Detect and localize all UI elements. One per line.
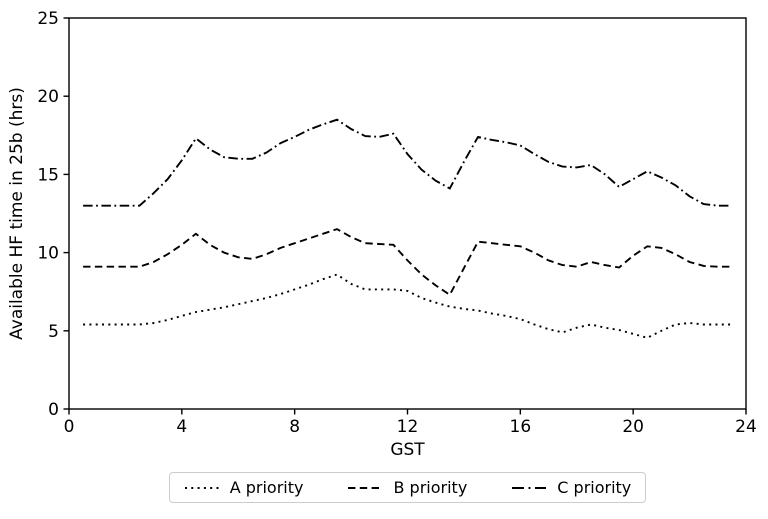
legend-item-a-priority: A priority — [184, 478, 304, 497]
x-axis-label: GST — [390, 440, 425, 460]
x-tick-label: 20 — [622, 417, 644, 437]
y-tick-label: 5 — [48, 322, 59, 342]
x-tick-label: 8 — [289, 417, 300, 437]
x-axis: 0 4 8 12 16 20 24 GST — [64, 409, 757, 460]
y-tick-label: 20 — [37, 87, 59, 107]
plot-frame — [68, 17, 747, 410]
legend-label: C priority — [557, 478, 632, 497]
legend-label: B priority — [393, 478, 468, 497]
series-line-b-priority — [83, 228, 732, 297]
y-tick-label: 0 — [48, 400, 59, 420]
y-tick-label: 25 — [37, 9, 59, 29]
x-tick-label: 16 — [510, 417, 532, 437]
legend-label: A priority — [229, 478, 304, 497]
x-tick-label: 12 — [397, 417, 419, 437]
dotted-line-icon — [184, 486, 219, 489]
x-tick-label: 4 — [176, 417, 187, 437]
legend-item-c-priority: C priority — [511, 478, 631, 497]
series-line-a-priority — [83, 273, 732, 339]
line-chart: 0 4 8 12 16 20 24 GST 0 5 10 15 20 25 Available HF tim… — [7, 9, 757, 460]
x-tick-label: 0 — [64, 417, 75, 437]
dashed-line-icon — [348, 486, 383, 489]
y-tick-label: 10 — [37, 244, 59, 264]
legend-row: A priority B priority C priority — [69, 472, 746, 503]
series-line-c-priority — [83, 118, 732, 207]
y-axis-label: Available HF time in 25b (hrs) — [7, 87, 27, 340]
y-axis: 0 5 10 15 20 25 Available HF time in 25b (hrs) — [7, 9, 69, 420]
dashdot-line-icon — [512, 486, 547, 489]
legend-item-b-priority: B priority — [347, 478, 467, 497]
plot-series — [83, 118, 732, 339]
y-tick-label: 15 — [37, 165, 59, 185]
x-tick-label: 24 — [735, 417, 757, 437]
chart-legend: A priority B priority C priority — [168, 472, 647, 503]
